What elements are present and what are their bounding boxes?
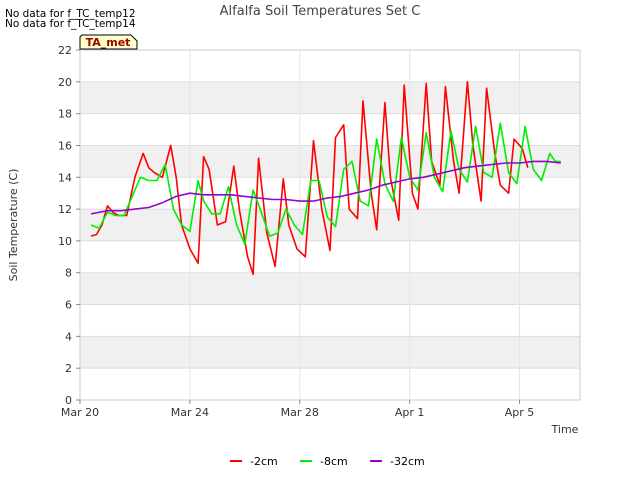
x-tick-label: Mar 24 [171, 406, 209, 419]
x-tick-label: Mar 28 [281, 406, 319, 419]
y-tick-label: 10 [58, 235, 72, 248]
plot-frame [79, 49, 581, 401]
band [80, 368, 580, 400]
x-tick-label: Apr 1 [395, 406, 425, 419]
band [80, 336, 580, 369]
x-axis-ticks: Mar 20 Mar 24 Mar 28 Apr 1 Apr 5 [61, 400, 534, 419]
band [80, 50, 580, 82]
legend: -2cm -8cm -32cm [230, 455, 425, 468]
y-tick-label: 4 [65, 330, 72, 343]
y-tick-label: 6 [65, 299, 72, 312]
y-tick-label: 22 [58, 44, 72, 57]
ta-met-badge: TA_met [79, 34, 138, 50]
series-line-2cm [90, 81, 529, 276]
no-data-note-1: No data for f_TC_temp12 [5, 8, 136, 20]
y-tick-label: 0 [65, 394, 72, 407]
legend-label: -32cm [390, 455, 425, 468]
y-tick-label: 2 [65, 362, 72, 375]
y-axis-ticks: 0 2 4 6 8 10 12 14 16 18 20 22 [58, 44, 80, 407]
series-line-32cm [90, 160, 561, 215]
ta-met-label: TA_met [86, 36, 131, 49]
plot-background-bands [80, 50, 580, 400]
y-tick-label: 20 [58, 76, 72, 89]
band [80, 304, 580, 337]
no-data-note-2: No data for f_TC_temp14 [5, 18, 136, 30]
band [80, 272, 580, 305]
y-tick-label: 18 [58, 108, 72, 121]
x-tick-label: Apr 5 [505, 406, 535, 419]
y-tick-label: 14 [58, 171, 72, 184]
y-tick-label: 12 [58, 203, 72, 216]
series-lines [90, 81, 561, 276]
series-line-8cm [90, 122, 561, 245]
chart-title: Alfalfa Soil Temperatures Set C [220, 4, 421, 19]
x-axis-label: Time [551, 423, 579, 436]
legend-label: -2cm [250, 455, 278, 468]
legend-label: -8cm [320, 455, 348, 468]
band [80, 177, 580, 210]
y-tick-label: 16 [58, 139, 72, 152]
y-tick-label: 8 [65, 267, 72, 280]
x-tick-label: Mar 20 [61, 406, 99, 419]
band [80, 113, 580, 146]
y-axis-label: Soil Temperature (C) [7, 169, 20, 282]
band [80, 81, 580, 114]
